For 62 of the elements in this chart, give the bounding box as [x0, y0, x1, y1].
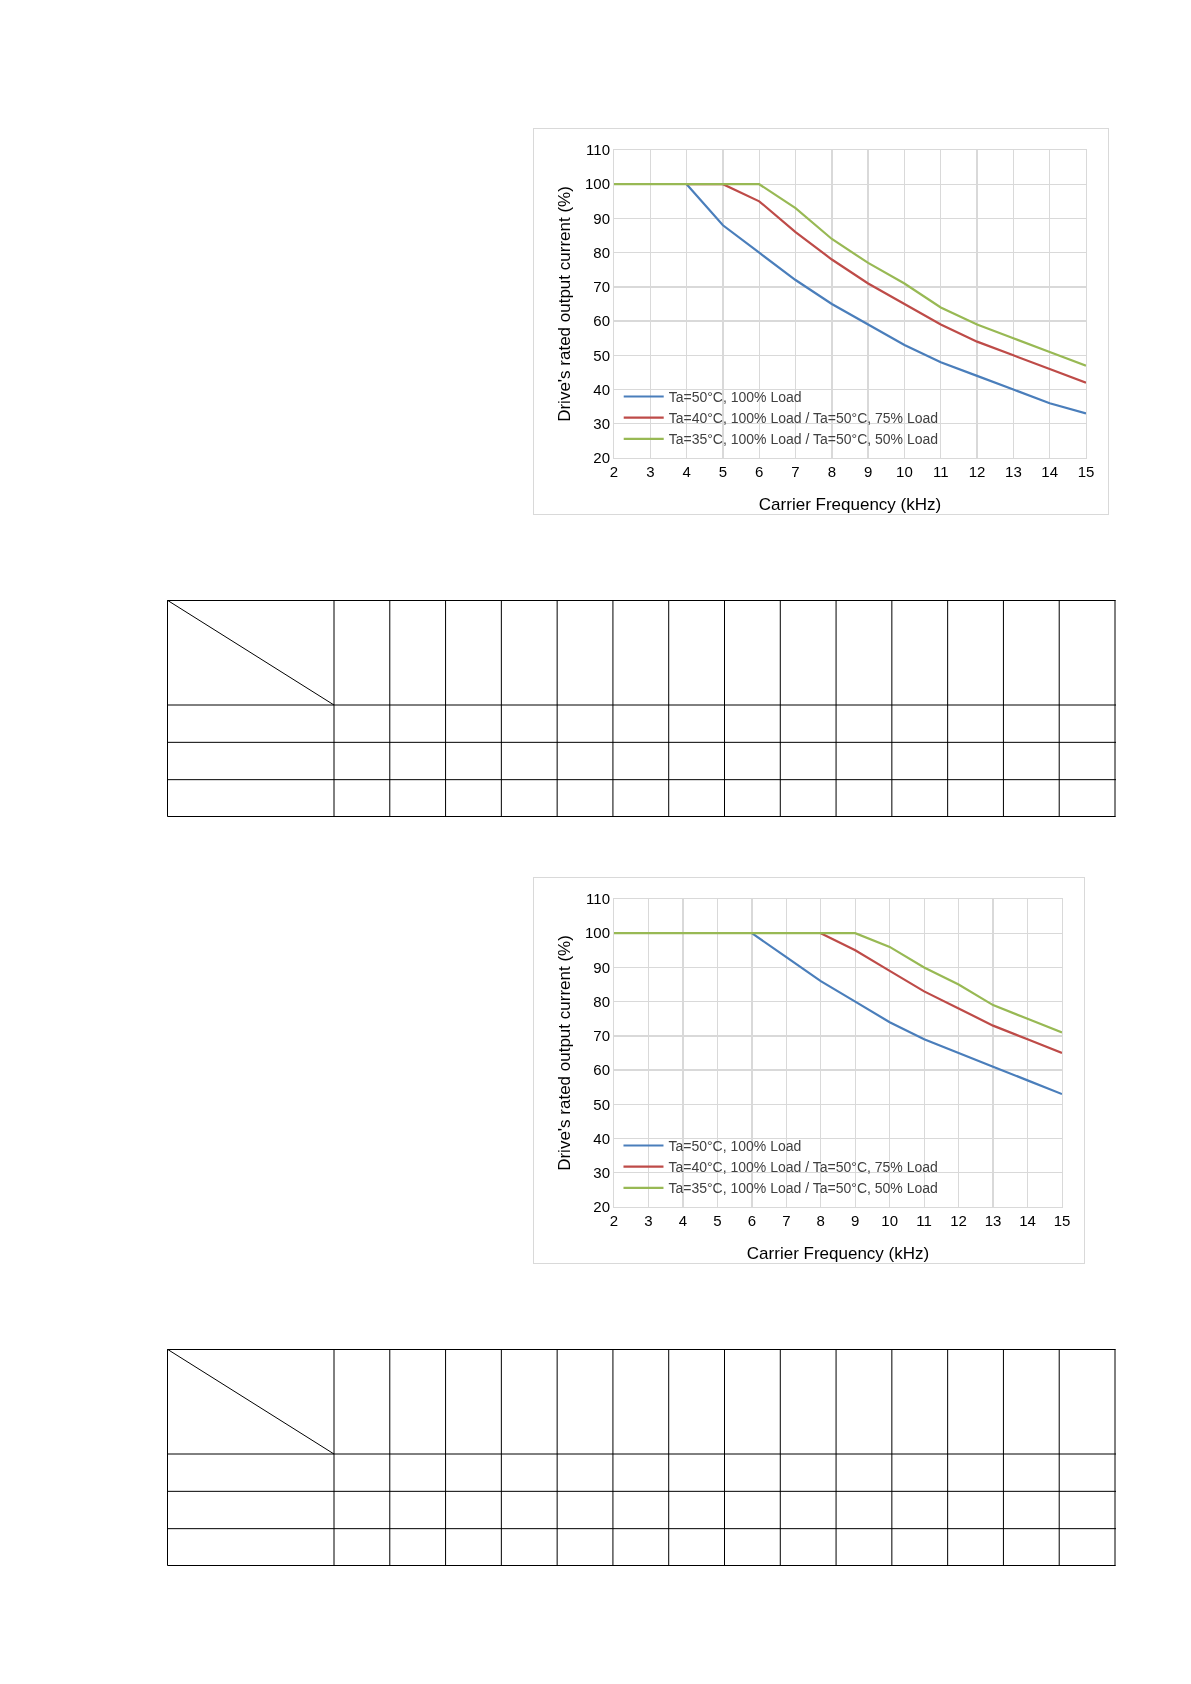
y-tick-label: 40 — [593, 1129, 610, 1147]
x-tick-label: 7 — [782, 1212, 791, 1229]
x-tick-label: 12 — [968, 463, 986, 480]
x-tick-label: 7 — [791, 463, 800, 480]
y-tick-label: 20 — [593, 1198, 610, 1216]
legend-label: Ta=40°C, 100% Load / Ta=50°C, 75% Load — [668, 1159, 938, 1176]
legend-label: Ta=35°C, 100% Load / Ta=50°C, 50% Load — [668, 431, 939, 448]
x-tick-label: 14 — [1019, 1212, 1036, 1229]
legend-label: Ta=50°C, 100% Load — [668, 388, 802, 405]
y-axis-title: Drive's rated output current (%) — [555, 935, 574, 1171]
y-tick-label: 90 — [593, 209, 610, 227]
y-tick-label: 50 — [593, 346, 610, 364]
x-tick-label: 2 — [609, 1212, 619, 1229]
y-tick-label: 100 — [584, 175, 610, 193]
line-series — [750, 932, 1062, 1096]
line-series — [614, 183, 1086, 367]
x-tick-label: 2 — [609, 463, 619, 480]
x-tick-label: 5 — [713, 1212, 722, 1229]
legend-label: Ta=35°C, 100% Load / Ta=50°C, 50% Load — [668, 1180, 938, 1197]
x-tick-label: 10 — [881, 1212, 899, 1229]
y-tick-label: 40 — [593, 380, 610, 398]
x-tick-label: 4 — [682, 463, 691, 480]
x-tick-label: 5 — [718, 463, 728, 480]
y-tick-label: 60 — [593, 312, 610, 330]
x-tick-label: 13 — [984, 1212, 1002, 1229]
y-axis-title: Drive's rated output current (%) — [555, 186, 574, 422]
x-tick-label: 4 — [678, 1212, 688, 1229]
x-tick-label: 10 — [896, 463, 913, 480]
y-tick-label: 30 — [593, 1164, 610, 1182]
x-tick-label: 8 — [816, 1212, 825, 1229]
x-tick-label: 14 — [1041, 463, 1059, 480]
x-tick-label: 3 — [646, 463, 655, 480]
y-tick-label: 80 — [593, 992, 610, 1010]
x-axis-title: Carrier Frequency (kHz) — [746, 1244, 930, 1263]
x-tick-label: 15 — [1077, 463, 1095, 480]
y-tick-label: 100 — [584, 924, 610, 942]
y-tick-label: 70 — [593, 1027, 610, 1045]
y-tick-label: 30 — [593, 415, 610, 433]
x-tick-label: 15 — [1053, 1212, 1071, 1229]
x-tick-label: 6 — [755, 463, 764, 480]
line-series — [614, 932, 1062, 1034]
legend-label: Ta=40°C, 100% Load / Ta=50°C, 75% Load — [668, 410, 939, 427]
x-tick-label: 9 — [863, 463, 873, 480]
x-tick-label: 13 — [1005, 463, 1022, 480]
y-tick-label: 50 — [593, 1095, 610, 1113]
y-tick-label: 110 — [586, 890, 610, 908]
y-tick-label: 110 — [586, 141, 610, 159]
x-tick-label: 6 — [747, 1212, 757, 1229]
x-tick-label: 11 — [916, 1212, 932, 1229]
line-series — [819, 932, 1062, 1055]
x-tick-label: 8 — [827, 463, 837, 480]
y-tick-label: 60 — [593, 1061, 610, 1079]
y-tick-label: 90 — [593, 958, 610, 976]
x-tick-label: 11 — [932, 463, 949, 480]
x-tick-label: 3 — [644, 1212, 653, 1229]
y-tick-label: 70 — [593, 278, 610, 296]
x-tick-label: 12 — [950, 1212, 967, 1229]
x-tick-label: 9 — [851, 1212, 860, 1229]
y-tick-label: 20 — [593, 449, 610, 467]
legend-label: Ta=50°C, 100% Load — [668, 1137, 802, 1154]
y-tick-label: 80 — [593, 243, 610, 261]
x-axis-title: Carrier Frequency (kHz) — [758, 495, 942, 514]
